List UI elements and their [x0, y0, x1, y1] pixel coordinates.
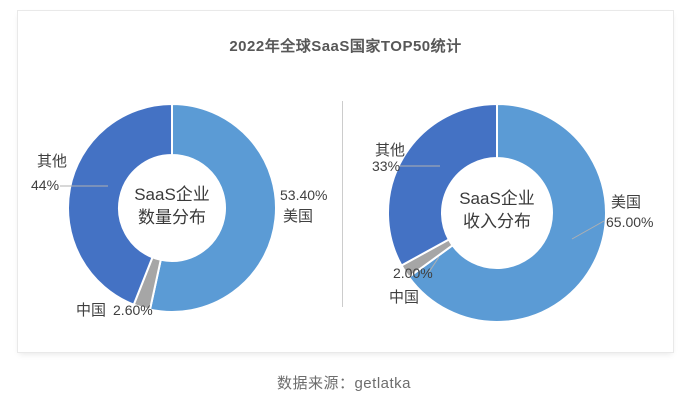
slice-label-quantity-china-name: 中国 — [76, 302, 107, 319]
slice-label-quantity-usa-value: 53.40% — [280, 187, 328, 203]
center-label-line2: 收入分布 — [463, 212, 531, 231]
slice-label-revenue-other-value: 33% — [372, 158, 401, 174]
slice-label-quantity-other-value: 44% — [31, 177, 60, 193]
slice-label-revenue-usa-name: 美国 — [611, 194, 642, 211]
slice-label-quantity-usa-name: 美国 — [283, 208, 314, 225]
donut-slice-other — [67, 103, 173, 306]
slice-label-quantity-other-name: 其他 — [37, 153, 68, 170]
leader-line-right-usa — [571, 220, 605, 240]
chart-title: 2022年全球SaaS国家TOP50统计 — [229, 38, 462, 55]
donut-center-label-quantity: SaaS企业 数量分布 — [102, 183, 242, 229]
center-label-line1: SaaS企业 — [134, 185, 210, 204]
chart-divider — [342, 101, 343, 307]
center-label-line1: SaaS企业 — [459, 189, 535, 208]
donut-center-label-revenue: SaaS企业 收入分布 — [427, 187, 567, 233]
slice-label-revenue-usa-value: 65.00% — [606, 214, 654, 230]
donut-slice-usa — [148, 103, 277, 313]
slice-label-quantity-china-value: 2.60% — [113, 302, 153, 318]
slice-label-quantity-china: 中国 2.60% — [76, 299, 153, 320]
slice-label-revenue-other-name: 其他 — [375, 142, 406, 159]
data-source: 数据来源：getlatka — [276, 375, 412, 392]
donut-chart-revenue — [387, 103, 607, 323]
donut-slice-other — [387, 103, 498, 267]
donut-chart-quantity — [67, 103, 277, 313]
slice-label-revenue-china-name: 中国 — [389, 289, 420, 306]
slice-label-revenue-china-value: 2.00% — [393, 265, 433, 281]
donut-slice-usa — [407, 103, 607, 323]
center-label-line2: 数量分布 — [138, 208, 206, 227]
leader-line-right-china — [428, 256, 440, 273]
